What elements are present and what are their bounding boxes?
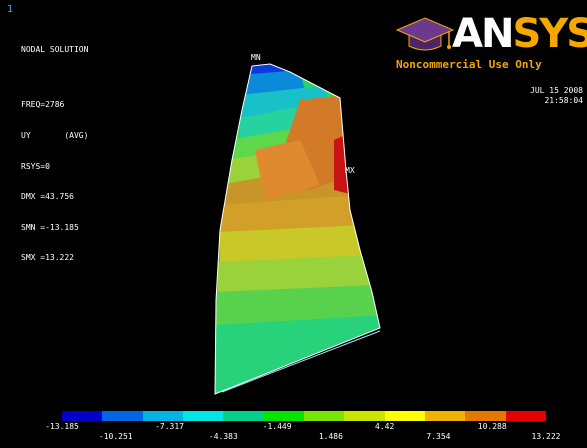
legend-tick-bottom: 13.222 <box>531 432 561 441</box>
noncommercial-notice: Noncommercial Use Only <box>396 58 542 71</box>
info-dmx: DMX =43.756 <box>21 192 74 202</box>
info-smn: SMN =-13.185 <box>21 222 79 232</box>
legend-swatch <box>102 411 143 421</box>
legend-tick-top: 4.42 <box>375 422 395 431</box>
ansys-logo <box>395 17 455 51</box>
legend-swatch <box>62 411 103 421</box>
legend-tick-bottom: 7.354 <box>426 432 451 441</box>
window-number: 1 <box>7 4 14 15</box>
legend-swatch <box>182 411 224 421</box>
legend-swatch <box>303 411 345 421</box>
legend-tick-bottom: 1.486 <box>318 432 343 441</box>
legend-tick-bottom: -10.251 <box>98 432 133 441</box>
info-title: NODAL SOLUTION <box>21 45 89 55</box>
solution-info: NODAL SOLUTION FREQ=2786 UY (AVG) RSYS=0… <box>21 25 88 274</box>
legend-swatch <box>142 411 183 421</box>
contour-legend-bar <box>62 411 546 421</box>
info-rsys: RSYS=0 <box>21 161 50 171</box>
plot-date: JUL 15 2008 <box>530 86 583 95</box>
min-node-label: MN <box>251 53 261 62</box>
max-node-label: MX <box>345 166 355 175</box>
legend-swatch <box>263 411 304 421</box>
plot-time: 21:58:04 <box>544 96 583 105</box>
info-result: UY (AVG) <box>21 131 89 141</box>
legend-swatch <box>424 411 466 421</box>
legend-tick-top: -1.449 <box>262 422 292 431</box>
info-freq: FREQ=2786 <box>21 100 65 110</box>
legend-tick-bottom: -4.383 <box>208 432 238 441</box>
legend-tick-top: -13.185 <box>45 422 79 431</box>
legend-swatch <box>505 411 546 421</box>
legend-tick-top: 10.288 <box>477 422 507 431</box>
legend-tick-top: -7.317 <box>155 422 184 431</box>
legend-swatch <box>384 411 425 421</box>
legend-swatch <box>223 411 264 421</box>
info-smx: SMX =13.222 <box>21 253 74 263</box>
legend-swatch <box>344 411 385 421</box>
ansys-wordmark: ANSYS <box>452 11 587 57</box>
legend-swatch <box>465 411 506 421</box>
